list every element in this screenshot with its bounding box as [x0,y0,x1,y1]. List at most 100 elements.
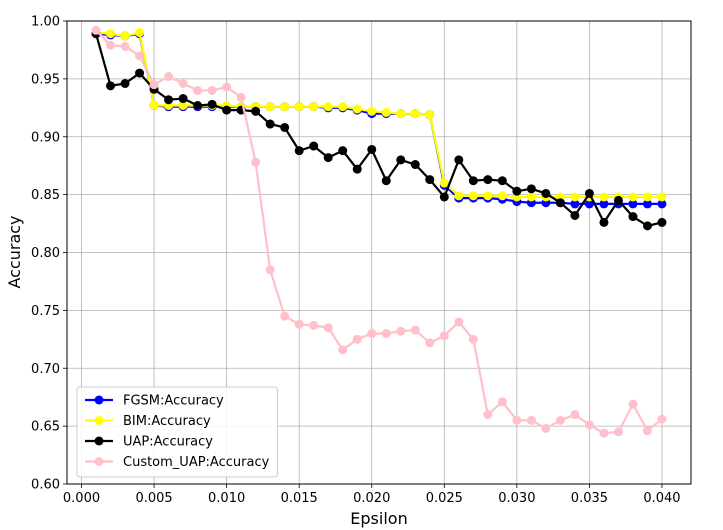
data-point [396,109,406,119]
data-point [323,153,333,163]
data-point [396,155,406,165]
data-point [642,221,652,231]
data-point [613,195,623,205]
data-point [497,191,507,201]
data-point [367,106,377,116]
data-point [120,31,130,41]
data-point [106,81,116,91]
x-tick-label: 0.005 [135,491,172,506]
data-point [410,325,420,335]
data-point [367,144,377,154]
series-group [91,25,667,438]
data-point [555,415,565,425]
data-point [367,329,377,339]
data-point [512,415,522,425]
data-point [381,176,391,186]
data-point [323,102,333,112]
data-point [483,175,493,185]
data-point [251,106,261,116]
data-point [149,80,159,90]
data-point [323,323,333,333]
series-line [94,33,663,227]
data-point [135,51,145,61]
data-point [526,184,536,194]
y-tick-label: 0.75 [31,304,60,319]
data-point [425,338,435,348]
data-point [280,122,290,132]
data-point [570,199,580,209]
series-custom-uap-accuracy [91,25,667,438]
x-axis-title: Epsilon [350,509,407,528]
data-point [628,199,638,209]
legend-swatch-marker [94,416,104,425]
y-tick-label: 0.70 [31,362,60,377]
data-point [512,186,522,196]
data-point [483,410,493,420]
data-point [570,410,580,420]
data-point [338,102,348,112]
data-point [294,146,304,156]
x-tick-label: 0.020 [353,491,390,506]
data-point [599,199,609,209]
data-point [541,423,551,433]
data-point [570,210,580,220]
legend-swatch-marker [94,436,104,446]
data-point [338,345,348,355]
legend-label: Custom_UAP:Accuracy [123,455,270,470]
data-point [555,198,565,208]
data-point [497,176,507,186]
data-point [164,72,174,82]
data-point [628,192,638,202]
data-point [468,191,478,201]
data-point [454,191,464,201]
data-point [120,41,130,51]
data-point [207,99,217,109]
legend-box [76,386,278,478]
data-point [265,119,275,129]
data-point [106,40,116,50]
data-point [352,334,362,344]
x-tick-label: 0.015 [281,491,318,506]
series-uap-accuracy [91,29,667,231]
x-tick-label: 0.010 [208,491,245,506]
data-point [657,217,667,227]
data-point [410,160,420,170]
series-line [95,29,663,435]
data-point [584,199,594,209]
legend-label: FGSM:Accuracy [123,394,224,409]
data-point [439,331,449,341]
legend-label: UAP:Accuracy [123,435,213,450]
x-tick-label: 0.025 [426,491,463,506]
legend-item: BIM:Accuracy [85,414,211,429]
y-tick-label: 0.65 [31,420,60,435]
legend-swatch-marker [94,395,104,405]
x-tick-label: 0.035 [571,491,608,506]
data-point [91,25,101,35]
y-tick-label: 0.85 [31,188,60,203]
data-point [338,146,348,156]
legend-item: FGSM:Accuracy [85,394,224,409]
data-point [584,420,594,430]
y-tick-label: 0.90 [31,130,60,145]
legend-swatch-marker [94,457,104,466]
data-point [178,94,188,104]
legend-item: Custom_UAP:Accuracy [85,455,270,470]
x-tick-label: 0.000 [63,491,100,506]
data-point [309,141,319,151]
x-tick-label: 0.030 [498,491,535,506]
legend: FGSM:Accuracy BIM:Accuracy UAP:Accuracy Cus… [76,386,278,478]
data-point [236,92,246,102]
data-point [410,109,420,119]
y-axis-title: Accuracy [5,215,24,288]
data-point [207,85,217,95]
data-point [599,192,609,202]
data-point [309,320,319,330]
data-point [381,329,391,339]
y-tick-label: 0.80 [31,246,60,261]
data-point [265,102,275,112]
data-point [599,428,609,438]
data-point [222,105,232,115]
data-point [135,28,145,38]
data-point [280,102,290,112]
